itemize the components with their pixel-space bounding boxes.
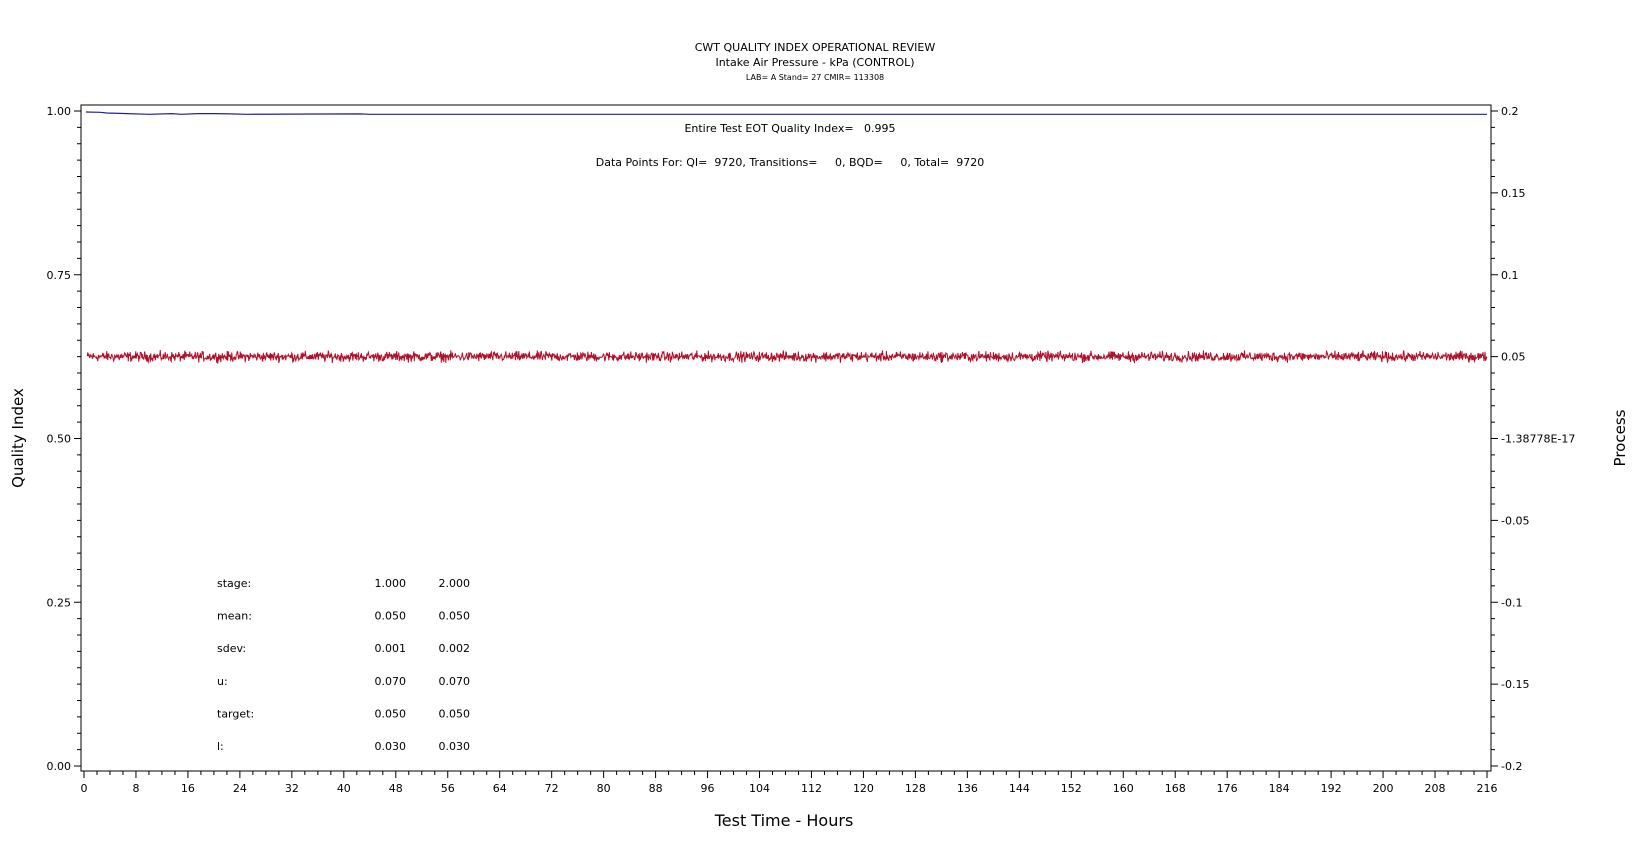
y-axis-label: Quality Index bbox=[9, 388, 27, 488]
stats-label: target: bbox=[217, 707, 254, 720]
y-tick-label: 0.50 bbox=[47, 433, 72, 446]
x-tick-label: 16 bbox=[181, 782, 195, 795]
stats-table: stage: 1.000 2.000 mean: 0.050 0.050 sdev: 0.00… bbox=[217, 577, 470, 753]
y2-tick-label: -0.2 bbox=[1501, 760, 1522, 773]
x-tick-label: 96 bbox=[701, 782, 715, 795]
series-quality-index-line bbox=[85, 111, 1487, 115]
y2-tick-label: 0.05 bbox=[1501, 351, 1526, 364]
x-tick-label: 88 bbox=[649, 782, 663, 795]
x-tick-label: 32 bbox=[285, 782, 299, 795]
y-tick-label: 0.25 bbox=[47, 596, 72, 609]
x-tick-label: 56 bbox=[441, 782, 455, 795]
stats-value-stage2: 0.050 bbox=[439, 610, 471, 623]
stats-value-stage1: 0.070 bbox=[375, 675, 407, 688]
x-tick-label: 160 bbox=[1113, 782, 1134, 795]
x-axis: 0 8 16 24 32 40 48 56 64 72 80 88 96 104 112 120 128 136 1… bbox=[81, 771, 1498, 795]
stats-value-stage1: 0.030 bbox=[375, 740, 407, 753]
stats-value-stage1: 0.050 bbox=[375, 707, 407, 720]
y-tick-label: 0.00 bbox=[47, 760, 72, 773]
stats-value-stage1: 1.000 bbox=[375, 577, 407, 590]
y2-tick-label: 0.2 bbox=[1501, 105, 1519, 118]
x-tick-label: 112 bbox=[801, 782, 822, 795]
x-tick-label: 144 bbox=[1009, 782, 1030, 795]
series-process-line bbox=[86, 349, 1488, 365]
y2-axis-label: Process bbox=[1611, 409, 1629, 466]
stats-value-stage2: 0.030 bbox=[439, 740, 471, 753]
stats-label: sdev: bbox=[217, 642, 246, 655]
points-annotation: Data Points For: QI= 9720, Transitions= … bbox=[596, 156, 984, 169]
x-tick-label: 208 bbox=[1425, 782, 1446, 795]
x-tick-label: 24 bbox=[233, 782, 247, 795]
stats-value-stage1: 0.050 bbox=[375, 610, 407, 623]
y2-tick-label: 0.15 bbox=[1501, 187, 1526, 200]
y-axis-right: -0.2 -0.15 -0.1 -0.05 -1.38778E-17 0.05 0.1 0.1… bbox=[1491, 105, 1575, 773]
y2-tick-label: -0.15 bbox=[1501, 678, 1529, 691]
x-axis-label: Test Time - Hours bbox=[714, 811, 854, 830]
x-tick-label: 72 bbox=[545, 782, 559, 795]
x-tick-label: 152 bbox=[1061, 782, 1082, 795]
stats-label: mean: bbox=[217, 610, 252, 623]
stats-label: stage: bbox=[217, 577, 251, 590]
x-tick-label: 168 bbox=[1165, 782, 1186, 795]
x-tick-label: 200 bbox=[1373, 782, 1394, 795]
y-tick-label: 1.00 bbox=[47, 105, 72, 118]
x-tick-label: 216 bbox=[1477, 782, 1498, 795]
stats-value-stage2: 0.002 bbox=[439, 642, 471, 655]
y-axis-left: 0.00 0.25 0.50 0.75 1.00 bbox=[47, 105, 81, 773]
chart-title: CWT QUALITY INDEX OPERATIONAL REVIEW bbox=[695, 41, 936, 54]
x-tick-label: 40 bbox=[337, 782, 351, 795]
chart-subtitle-small: LAB= A Stand= 27 CMIR= 113308 bbox=[746, 73, 884, 82]
x-tick-label: 184 bbox=[1269, 782, 1290, 795]
x-tick-label: 176 bbox=[1217, 782, 1238, 795]
x-tick-label: 48 bbox=[389, 782, 403, 795]
x-tick-label: 104 bbox=[749, 782, 770, 795]
x-tick-label: 136 bbox=[957, 782, 978, 795]
x-tick-label: 64 bbox=[493, 782, 507, 795]
x-tick-label: 120 bbox=[853, 782, 874, 795]
stats-label: l: bbox=[217, 740, 224, 753]
stats-value-stage2: 0.050 bbox=[439, 707, 471, 720]
x-tick-label: 0 bbox=[81, 782, 88, 795]
plot-area bbox=[80, 104, 1492, 772]
stats-value-stage2: 2.000 bbox=[439, 577, 471, 590]
y2-tick-label: 0.1 bbox=[1501, 269, 1519, 282]
y2-tick-label: -0.05 bbox=[1501, 514, 1529, 527]
chart-subtitle: Intake Air Pressure - kPa (CONTROL) bbox=[715, 56, 914, 69]
stats-value-stage1: 0.001 bbox=[375, 642, 407, 655]
x-tick-label: 128 bbox=[905, 782, 926, 795]
x-tick-label: 80 bbox=[597, 782, 611, 795]
y2-tick-label: -0.1 bbox=[1501, 596, 1522, 609]
stats-value-stage2: 0.070 bbox=[439, 675, 471, 688]
qi-annotation: Entire Test EOT Quality Index= 0.995 bbox=[684, 122, 895, 135]
x-tick-label: 192 bbox=[1321, 782, 1342, 795]
y-tick-label: 0.75 bbox=[47, 269, 72, 282]
x-tick-label: 8 bbox=[132, 782, 139, 795]
y2-tick-label: -1.38778E-17 bbox=[1501, 433, 1575, 446]
stats-label: u: bbox=[217, 675, 228, 688]
